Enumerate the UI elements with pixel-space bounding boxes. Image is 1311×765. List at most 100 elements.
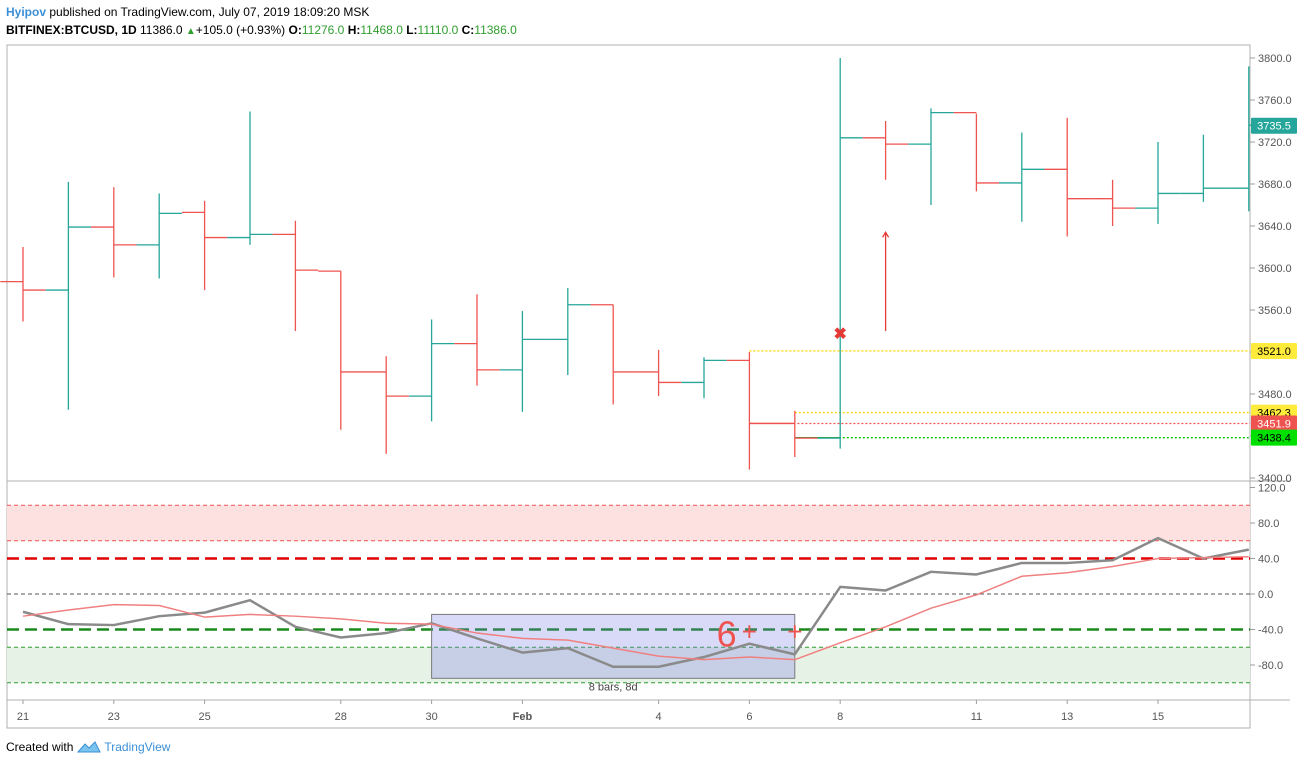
price-label-text: 3735.5 (1257, 121, 1291, 133)
ohlc-bar (545, 287, 591, 376)
price-label-badge (1251, 117, 1297, 134)
oscillator-annotation: + (742, 616, 757, 646)
oscillator-tick-label: -80.0 (1258, 660, 1283, 672)
ohlc-bar (726, 352, 773, 470)
price-label-text: 3438.4 (1257, 433, 1291, 445)
ohlc-bar (272, 220, 319, 331)
ohlc-bar (590, 304, 636, 405)
ohlc-bar (953, 111, 1000, 192)
oscillator-pane: 120.080.040.00.0-40.0-80.08 bars, 8d6 + + (7, 483, 1286, 693)
created-with-label: Created with (6, 740, 74, 754)
price-tick-label: 3480.0 (1258, 389, 1292, 401)
ohlc-bar (408, 319, 455, 422)
time-axis: 21 23 25 28 30 Feb 4 6 8 11 13 15 (17, 700, 1164, 723)
close-label: C: (461, 23, 475, 37)
ohlc-bar (1089, 179, 1136, 226)
last-price: 11386.0 (140, 23, 183, 37)
ohlc-bar (363, 356, 409, 454)
price-tick-label: 3680.0 (1258, 179, 1292, 191)
high-label: H: (347, 23, 361, 37)
ohlc-bar (681, 357, 727, 399)
ohlc-bar (772, 410, 818, 457)
oscillator-series-gray (22, 536, 1250, 669)
ohlc-bar (635, 349, 682, 397)
ohlc-bar (499, 311, 546, 412)
ohlc-bar (181, 200, 228, 291)
date-range-label: 8 bars, 8d (589, 681, 638, 693)
ohlc-bar (0, 247, 46, 322)
oscillator-tick-label: -40.0 (1258, 625, 1283, 637)
time-tick-label: 28 (335, 711, 347, 723)
ohlc-bar (454, 294, 500, 386)
price-label-text: 3521.0 (1257, 346, 1291, 358)
time-tick-label: 25 (198, 711, 210, 723)
price-label-badge (1251, 342, 1297, 359)
price-levels (749, 350, 1250, 439)
publish-info: Hyipov published on TradingView.com, Jul… (6, 5, 369, 19)
oscillator-band (7, 505, 1250, 541)
ohlc-bar (862, 121, 909, 180)
price-tick-label: 3400.0 (1258, 473, 1292, 485)
time-tick-label: Feb (513, 711, 533, 723)
ohlc-bar (91, 187, 137, 278)
price-change: +105.0 (+0.93%) (195, 23, 286, 37)
price-label-badge (1251, 429, 1297, 446)
oscillator-tick-label: 0.0 (1258, 589, 1273, 601)
time-tick-label: 11 (971, 711, 982, 723)
ohlc-bar (45, 181, 92, 410)
ohlc-bar (227, 111, 273, 245)
open-label: O: (288, 23, 302, 37)
low-label: L: (406, 23, 418, 37)
ohlc-bar (1135, 142, 1181, 224)
up-arrow-icon (882, 231, 890, 331)
price-tick-label: 3560.0 (1258, 305, 1292, 317)
price-tick-label: 3800.0 (1258, 53, 1292, 65)
time-tick-label: 6 (746, 711, 752, 723)
arrow-head (882, 231, 890, 238)
footer: Created with TradingView (6, 740, 170, 754)
time-tick-label: 13 (1061, 711, 1073, 723)
author-name[interactable]: Hyipov (6, 5, 47, 19)
time-tick-label: 23 (108, 711, 120, 723)
ohlc-bar (908, 108, 954, 205)
price-tick-label: 3760.0 (1258, 95, 1292, 107)
tradingview-logo-icon (77, 741, 102, 753)
price-tick-label: 3600.0 (1258, 263, 1292, 275)
price-tick-label: 3640.0 (1258, 221, 1292, 233)
ohlc-bar (999, 132, 1045, 222)
price-label-badge (1251, 415, 1297, 432)
tradingview-brand-link[interactable]: TradingView (104, 740, 171, 754)
oscillator-tick-label: 80.0 (1258, 518, 1279, 530)
ohlc-bar (318, 270, 364, 430)
published-text: published on TradingView.com, July 07, 2… (49, 5, 370, 19)
low-value: 11110.0 (417, 23, 459, 37)
up-triangle-icon: ▲ (185, 26, 196, 37)
time-tick-label: 15 (1152, 711, 1164, 723)
oscillator-band (7, 647, 1250, 683)
ohlc-bars (0, 58, 1272, 470)
symbol-info: BITFINEX:BTCUSD, 1D 11386.0 ▲+105.0 (+0.… (6, 23, 517, 37)
ohlc-bar (1180, 134, 1227, 202)
oscillator-annotation: 6 (717, 614, 737, 655)
time-tick-label: 30 (425, 711, 437, 723)
price-axis: 3400.0 3480.0 3560.0 3600.0 3640.0 3680.0 3720… (1250, 53, 1292, 485)
cross-marker-icon: ✖ (833, 326, 846, 343)
time-tick-label: 8 (837, 711, 843, 723)
high-value: 11468.0 (360, 23, 403, 37)
price-label-text: 3451.9 (1257, 419, 1291, 431)
time-tick-label: 4 (656, 711, 662, 723)
oscillator-series-pink (22, 555, 1249, 661)
oscillator-annotation: + (787, 616, 802, 646)
price-tick-label: 3720.0 (1258, 137, 1292, 149)
oscillator-tick-label: 120.0 (1258, 483, 1286, 495)
open-value: 11276.0 (301, 23, 345, 37)
chart-frame (6, 44, 1251, 729)
oscillator-tick-label: 40.0 (1258, 554, 1279, 566)
ohlc-bar (136, 193, 182, 279)
symbol-label: BITFINEX:BTCUSD, 1D (6, 23, 137, 37)
close-value: 11386.0 (474, 23, 517, 37)
ohlc-bar (1044, 117, 1090, 237)
ohlc-bar (817, 58, 863, 449)
